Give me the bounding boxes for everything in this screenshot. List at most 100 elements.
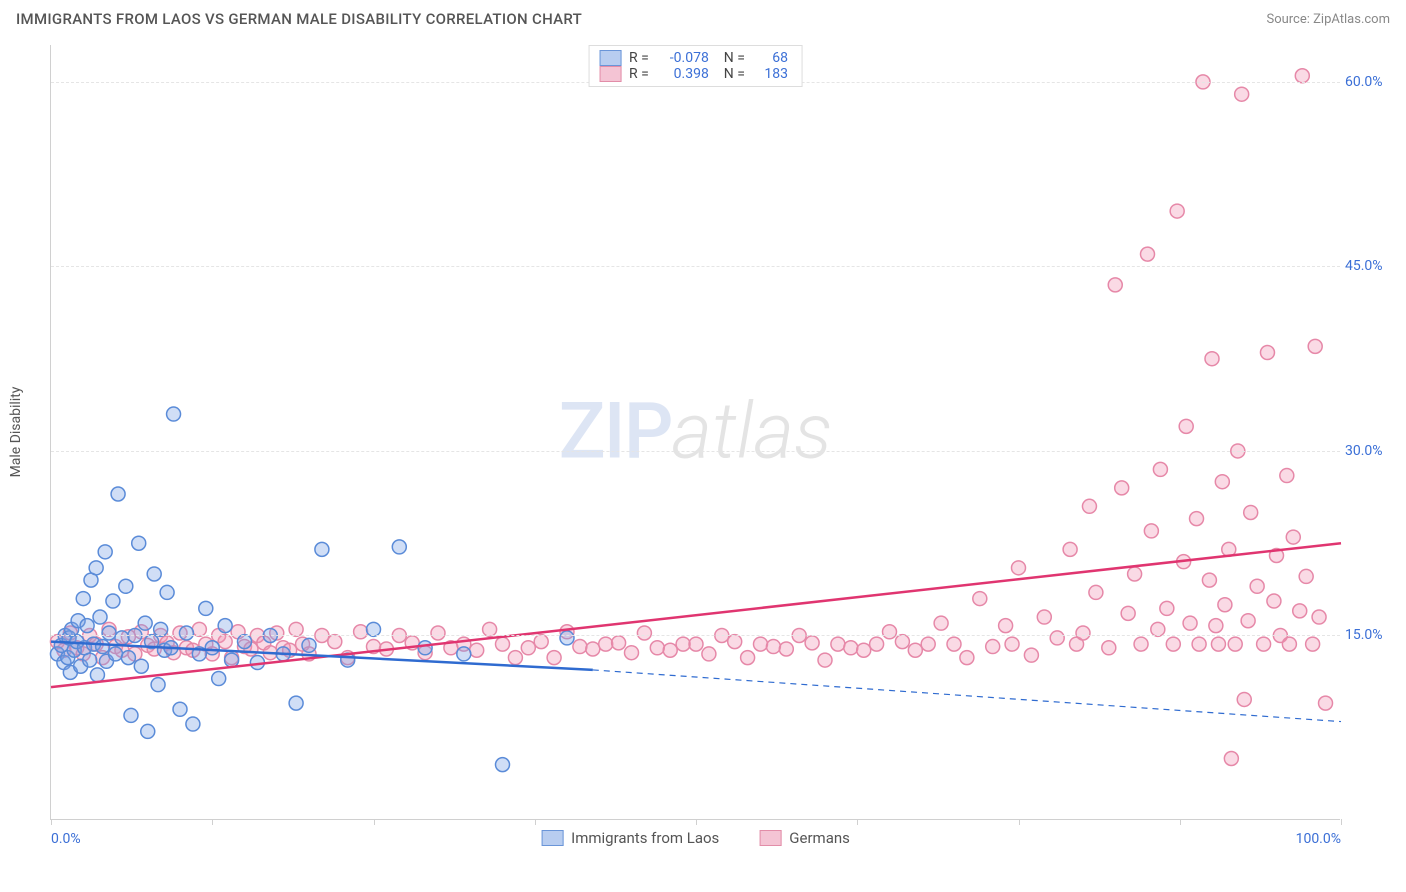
legend-label-laos: Immigrants from Laos — [571, 829, 719, 847]
r-label: R = — [629, 50, 649, 66]
data-point — [625, 646, 639, 660]
data-point — [805, 636, 819, 650]
data-point — [573, 640, 587, 654]
data-point — [637, 626, 651, 640]
data-point — [1102, 641, 1116, 655]
data-point — [496, 758, 510, 772]
data-point — [186, 717, 200, 731]
data-point — [1312, 610, 1326, 624]
data-point — [106, 594, 120, 608]
data-point — [1190, 512, 1204, 526]
data-point — [431, 626, 445, 640]
data-point — [367, 622, 381, 636]
data-point — [908, 643, 922, 657]
data-point — [1050, 631, 1064, 645]
data-point — [1267, 594, 1281, 608]
data-point — [1299, 569, 1313, 583]
x-tick-mark — [212, 819, 213, 825]
data-point — [1295, 69, 1309, 83]
data-point — [124, 708, 138, 722]
data-point — [1144, 524, 1158, 538]
data-point — [98, 545, 112, 559]
data-point — [1012, 561, 1026, 575]
data-point — [315, 542, 329, 556]
data-point — [934, 616, 948, 630]
data-point — [1134, 637, 1148, 651]
data-point — [238, 635, 252, 649]
data-point — [895, 635, 909, 649]
data-point — [354, 625, 368, 639]
y-axis-label: Male Disability — [8, 387, 24, 478]
data-point — [289, 622, 303, 636]
x-tick-mark — [696, 819, 697, 825]
data-point — [1282, 637, 1296, 651]
data-point — [289, 696, 303, 710]
n-value-germans: 183 — [753, 66, 788, 82]
data-point — [138, 616, 152, 630]
data-point — [102, 626, 116, 640]
x-tick-mark — [374, 819, 375, 825]
legend-label-germans: Germans — [789, 829, 850, 847]
data-point — [818, 653, 832, 667]
data-point — [1286, 530, 1300, 544]
data-point — [1241, 614, 1255, 628]
data-point — [141, 724, 155, 738]
data-point — [1115, 481, 1129, 495]
data-point — [302, 638, 316, 652]
data-point — [199, 601, 213, 615]
data-point — [728, 635, 742, 649]
data-point — [960, 651, 974, 665]
n-label: N = — [717, 66, 745, 82]
data-point — [93, 610, 107, 624]
data-point — [534, 635, 548, 649]
data-point — [119, 579, 133, 593]
data-point — [1063, 542, 1077, 556]
data-point — [1280, 469, 1294, 483]
data-point — [109, 647, 123, 661]
data-point — [1082, 499, 1096, 513]
data-point — [1209, 619, 1223, 633]
data-point — [547, 651, 561, 665]
r-value-germans: 0.398 — [657, 66, 709, 82]
legend-row-laos: R = -0.078 N = 68 — [599, 50, 788, 66]
data-point — [676, 637, 690, 651]
y-tick-label: 15.0% — [1345, 627, 1400, 643]
chart-title: IMMIGRANTS FROM LAOS VS GERMAN MALE DISA… — [16, 10, 582, 28]
y-tick-label: 30.0% — [1345, 443, 1400, 459]
swatch-germans-bottom — [759, 830, 781, 846]
data-point — [973, 592, 987, 606]
gridline — [51, 635, 1340, 636]
swatch-germans — [599, 66, 621, 82]
data-point — [1237, 692, 1251, 706]
data-point — [650, 641, 664, 655]
data-point — [225, 653, 239, 667]
n-label: N = — [717, 50, 745, 66]
data-point — [96, 640, 110, 654]
gridline — [51, 266, 1340, 267]
y-tick-label: 45.0% — [1345, 258, 1400, 274]
data-point — [1224, 751, 1238, 765]
legend-item-germans: Germans — [759, 829, 850, 847]
data-point — [1257, 637, 1271, 651]
data-point — [1306, 637, 1320, 651]
data-point — [702, 647, 716, 661]
data-point — [921, 637, 935, 651]
trend-line-laos-extrapolated — [593, 670, 1341, 722]
data-point — [1121, 606, 1135, 620]
x-tick-label: 0.0% — [51, 831, 81, 847]
data-point — [392, 540, 406, 554]
data-point — [586, 642, 600, 656]
swatch-laos — [599, 50, 621, 66]
data-point — [80, 619, 94, 633]
data-point — [1211, 637, 1225, 651]
data-point — [167, 407, 181, 421]
x-tick-mark — [1019, 819, 1020, 825]
data-point — [111, 487, 125, 501]
data-point — [1250, 579, 1264, 593]
data-point — [844, 641, 858, 655]
data-point — [1319, 696, 1333, 710]
data-point — [1160, 601, 1174, 615]
data-point — [883, 625, 897, 639]
data-point — [831, 637, 845, 651]
data-point — [1005, 637, 1019, 651]
